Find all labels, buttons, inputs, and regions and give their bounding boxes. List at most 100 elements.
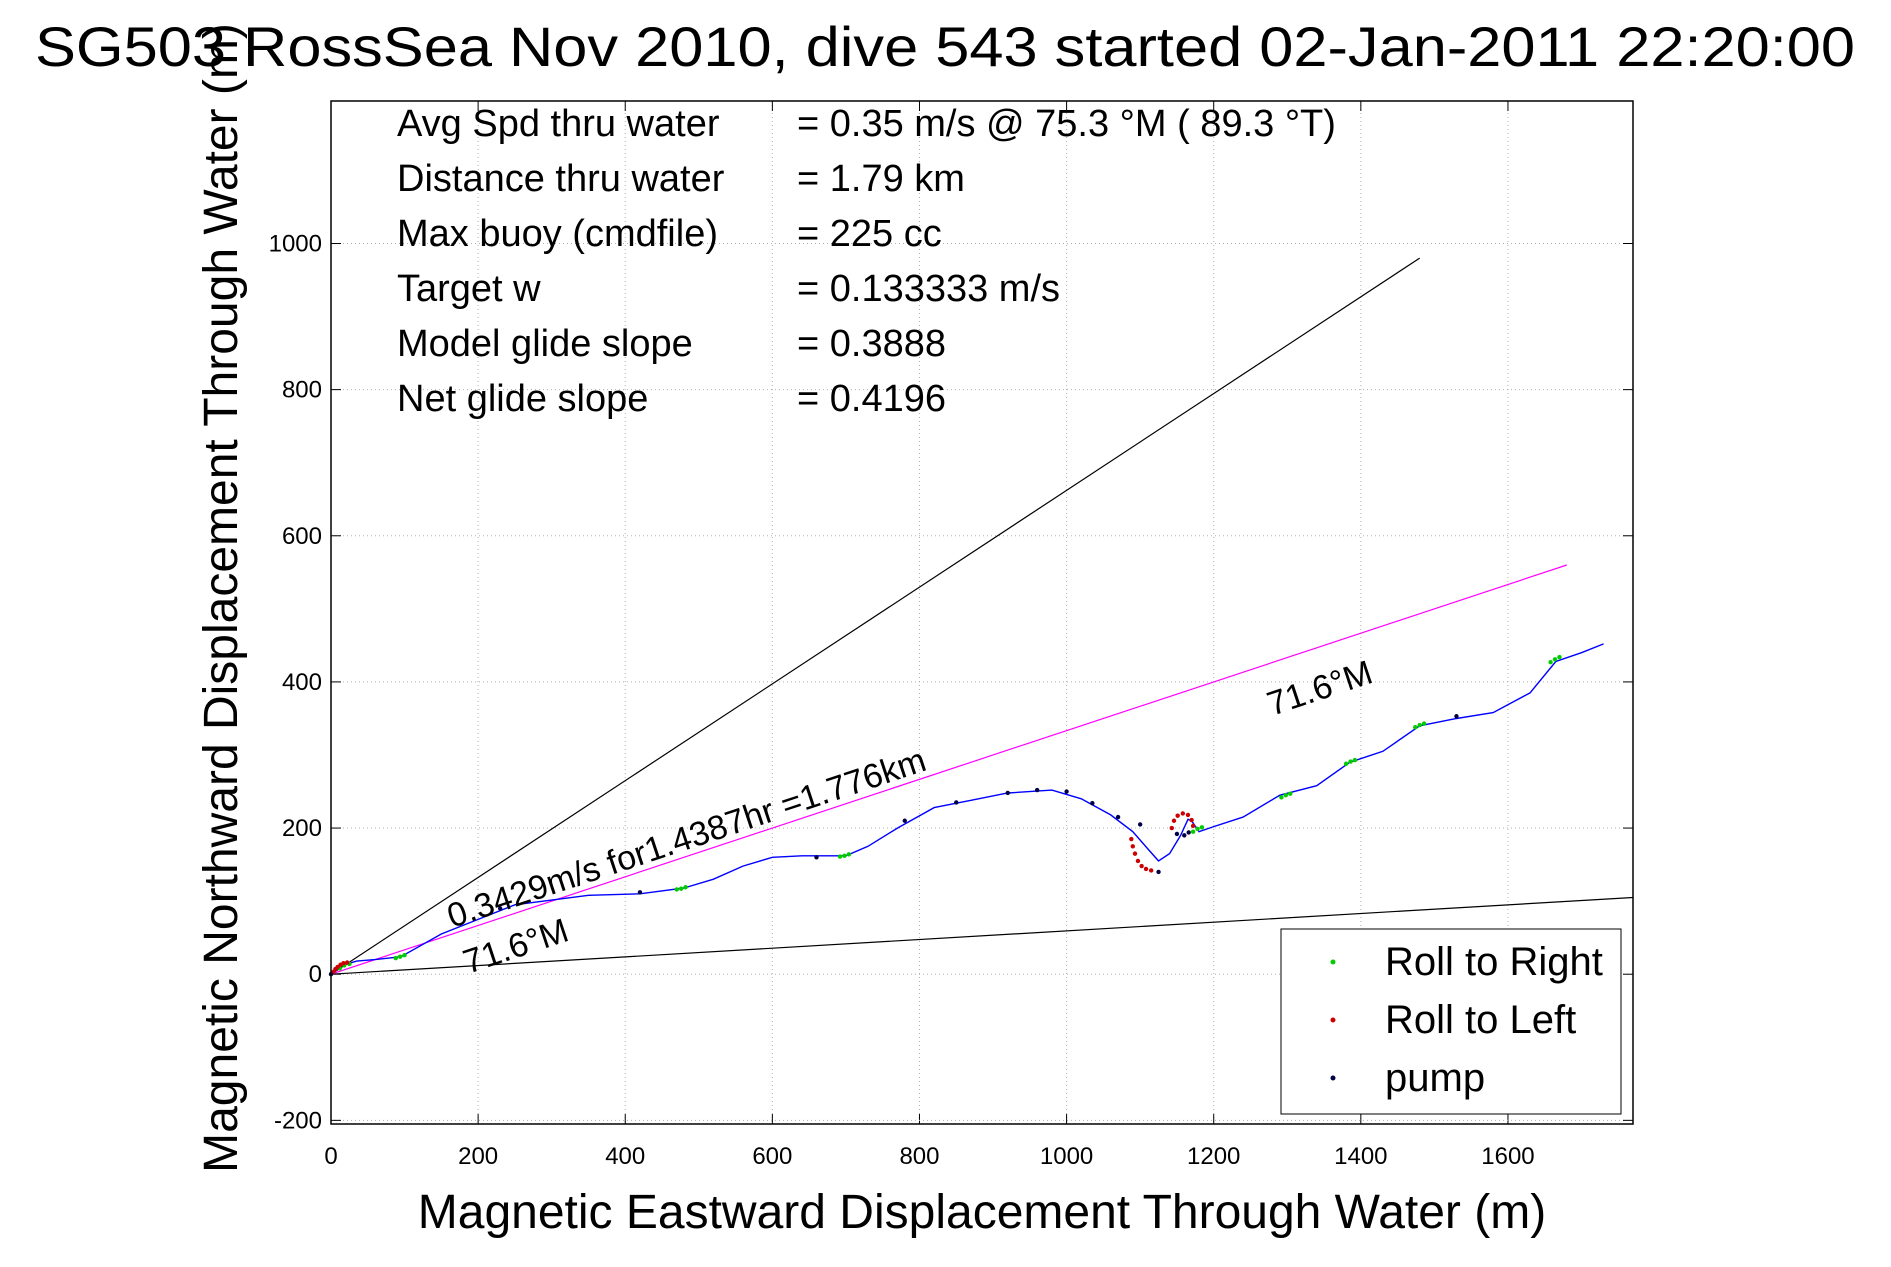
x-axis-label: Magnetic Eastward Displacement Through W… — [418, 1186, 1546, 1239]
point-roll-to-right — [1548, 659, 1553, 665]
reference-line — [330, 257, 1421, 975]
point-roll-to-left — [341, 961, 346, 966]
point-roll-to-right — [846, 852, 852, 857]
points-layer — [328, 654, 1562, 977]
point-roll-to-right — [1352, 757, 1358, 763]
stat-label: Net glide slope — [397, 378, 648, 420]
x-tick-label: 1600 — [1481, 1143, 1534, 1170]
x-tick-label: 1400 — [1334, 1143, 1387, 1170]
point-roll-to-right — [1417, 722, 1422, 728]
point-roll-to-right — [1195, 826, 1200, 831]
reference-line — [330, 896, 1634, 975]
point-roll-to-right — [842, 853, 847, 859]
point-pump — [1186, 830, 1191, 835]
point-roll-to-left — [1190, 823, 1196, 829]
y-tick-label: -200 — [274, 1107, 322, 1134]
x-tick-label: 600 — [752, 1143, 792, 1170]
y-axis-label: Magnetic Northward Displacement Through … — [195, 23, 248, 1173]
point-roll-to-left — [1148, 868, 1154, 873]
chart-title: SG503 RossSea Nov 2010, dive 543 started… — [35, 15, 1855, 78]
stat-value: = 0.4196 — [797, 378, 946, 420]
point-roll-to-right — [393, 955, 398, 961]
point-roll-to-right — [1279, 795, 1284, 800]
reference-line — [330, 564, 1567, 975]
point-roll-to-right — [1557, 654, 1562, 660]
stat-value: = 225 cc — [797, 213, 942, 255]
point-roll-to-right — [397, 954, 403, 959]
x-tick-label: 1000 — [1040, 1143, 1093, 1170]
point-roll-to-left — [1143, 866, 1149, 872]
stat-value: = 0.3888 — [797, 323, 946, 365]
point-pump — [1174, 831, 1180, 837]
legend-label-roll-right: Roll to Right — [1385, 940, 1603, 984]
point-roll-to-right — [674, 887, 679, 892]
y-tick-label: 1000 — [269, 230, 322, 257]
point-roll-to-right — [1552, 657, 1558, 662]
stat-label: Max buoy (cmdfile) — [397, 213, 718, 255]
point-pump — [1454, 714, 1459, 719]
point-roll-to-right — [683, 885, 688, 890]
stat-value: = 0.133333 m/s — [797, 268, 1060, 310]
y-tick-label: 600 — [282, 523, 322, 550]
y-tick-label: 800 — [282, 377, 322, 404]
reference-lines — [330, 257, 1634, 975]
stat-label: Avg Spd thru water — [397, 103, 720, 145]
point-pump — [954, 800, 959, 805]
point-roll-to-right — [1190, 829, 1196, 834]
legend-label-roll-left: Roll to Left — [1385, 998, 1576, 1042]
stat-label: Model glide slope — [397, 323, 693, 365]
legend: Roll to Right Roll to Left pump — [1280, 928, 1622, 1115]
legend-marker-roll-right — [1330, 959, 1336, 965]
track-layer — [330, 643, 1604, 975]
point-roll-to-left — [1130, 844, 1135, 849]
point-pump — [1156, 869, 1161, 875]
stats-block: Avg Spd thru water = 0.35 m/s @ 75.3 °M (… — [397, 103, 1336, 420]
point-roll-to-left — [1132, 851, 1138, 856]
point-pump — [1137, 822, 1143, 827]
stat-value: = 1.79 km — [797, 158, 965, 200]
point-roll-to-left — [1139, 863, 1144, 869]
stat-label: Distance thru water — [397, 158, 725, 200]
point-pump — [1034, 787, 1040, 793]
y-tick-label: 200 — [282, 815, 322, 842]
x-tick-label: 400 — [605, 1143, 645, 1170]
x-tick-label: 200 — [458, 1143, 498, 1170]
point-pump — [1090, 801, 1095, 806]
x-tick-labels: 0 200 400 600 800 1000 1200 1400 1600 — [324, 1143, 1534, 1170]
legend-label-pump: pump — [1385, 1056, 1485, 1100]
point-pump — [1182, 833, 1187, 838]
point-pump — [637, 890, 643, 895]
point-roll-to-right — [402, 953, 407, 958]
point-roll-to-left — [1189, 817, 1194, 823]
point-roll-to-left — [1180, 811, 1186, 816]
point-roll-to-right — [1283, 792, 1289, 798]
x-tick-label: 800 — [899, 1143, 939, 1170]
legend-marker-roll-left — [1330, 1017, 1336, 1023]
stat-value: = 0.35 m/s @ 75.3 °M ( 89.3 °T) — [797, 103, 1336, 145]
point-roll-to-right — [1343, 761, 1349, 766]
legend-marker-pump — [1330, 1075, 1336, 1081]
point-roll-to-left — [1185, 812, 1191, 818]
point-roll-to-right — [1348, 759, 1353, 764]
point-pump — [1115, 814, 1121, 820]
y-tick-label: 0 — [309, 961, 322, 988]
point-roll-to-right — [1199, 825, 1205, 830]
point-roll-to-left — [1175, 813, 1180, 818]
point-roll-to-left — [1135, 858, 1141, 864]
point-roll-to-left — [1129, 836, 1134, 842]
point-roll-to-right — [678, 886, 684, 891]
point-roll-to-left — [1171, 818, 1177, 823]
point-roll-to-left — [1169, 825, 1174, 831]
point-pump — [1064, 789, 1069, 794]
y-tick-labels: -200 0 200 400 600 800 1000 — [269, 230, 322, 1134]
point-roll-to-right — [1288, 791, 1293, 796]
point-roll-to-right — [1413, 725, 1418, 730]
point-roll-to-right — [837, 854, 843, 859]
x-tick-label: 0 — [324, 1143, 337, 1170]
y-tick-label: 400 — [282, 669, 322, 696]
legend-box — [1280, 928, 1622, 1115]
point-pump — [1005, 790, 1010, 796]
glider-track-line — [330, 643, 1604, 975]
stat-label: Target w — [397, 268, 541, 310]
